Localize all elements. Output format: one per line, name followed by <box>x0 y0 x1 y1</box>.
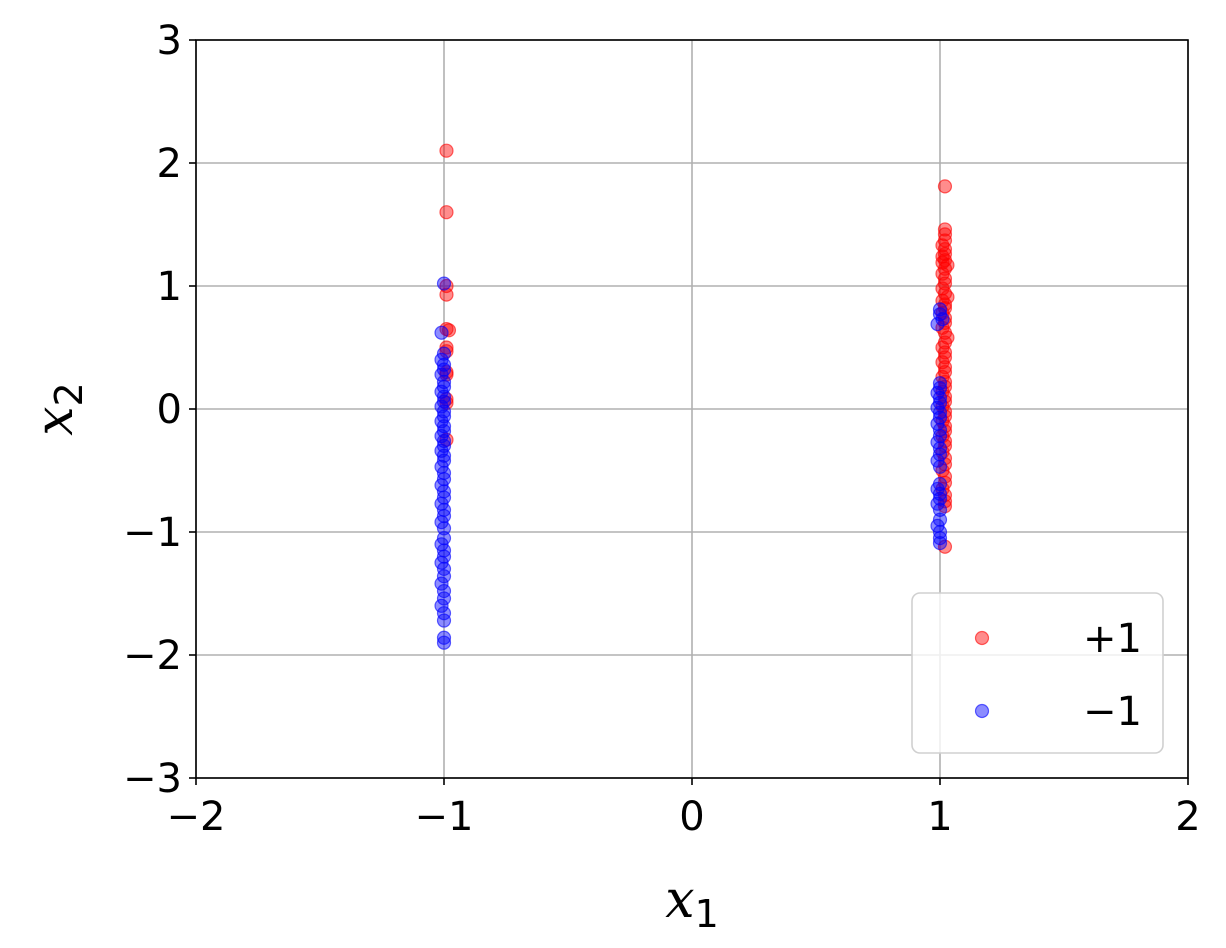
data-point <box>932 535 948 551</box>
data-point <box>439 205 454 220</box>
legend-label-plus1: +1 <box>1083 616 1142 662</box>
y-tick-label: 0 <box>157 387 182 433</box>
series-minus1 <box>434 276 950 650</box>
x-axis-label: x1 <box>665 870 719 936</box>
data-point <box>436 561 452 577</box>
y-tick-label: −1 <box>123 510 182 556</box>
data-points <box>434 143 955 650</box>
data-point <box>439 344 454 359</box>
series-plus1 <box>439 143 955 554</box>
data-point <box>436 630 452 645</box>
data-point <box>937 179 953 194</box>
legend-marker-plus1 <box>974 630 990 646</box>
y-tick-label: −3 <box>123 756 182 802</box>
data-point <box>436 521 452 536</box>
y-tick-label: 3 <box>157 18 182 64</box>
data-point <box>932 531 948 546</box>
x-tick-label: 0 <box>679 794 704 840</box>
data-point <box>932 459 948 474</box>
y-axis-label: x2 <box>25 382 91 436</box>
data-point <box>930 317 945 332</box>
data-point <box>436 606 452 621</box>
data-point <box>436 583 452 599</box>
data-point <box>434 325 449 340</box>
y-tick-label: −2 <box>123 633 182 679</box>
data-point <box>439 143 454 158</box>
data-point <box>932 502 948 517</box>
data-point <box>932 405 948 420</box>
data-point <box>436 448 452 463</box>
legend: +1 −1 <box>911 592 1164 754</box>
data-point <box>436 276 452 291</box>
data-point <box>436 613 452 628</box>
y-tick-label: 2 <box>157 141 182 187</box>
x-tick-label: −2 <box>167 794 226 840</box>
x-tick-label: 2 <box>1175 794 1200 840</box>
data-point <box>937 222 953 237</box>
x-tick-label: −1 <box>415 794 474 840</box>
data-point <box>436 635 452 650</box>
y-tick-label: 1 <box>157 264 182 310</box>
legend-marker-minus1 <box>974 703 990 719</box>
x-tick-label: 1 <box>927 794 952 840</box>
legend-label-minus1: −1 <box>1083 689 1142 735</box>
data-point <box>439 287 454 302</box>
legend-box <box>911 592 1164 754</box>
